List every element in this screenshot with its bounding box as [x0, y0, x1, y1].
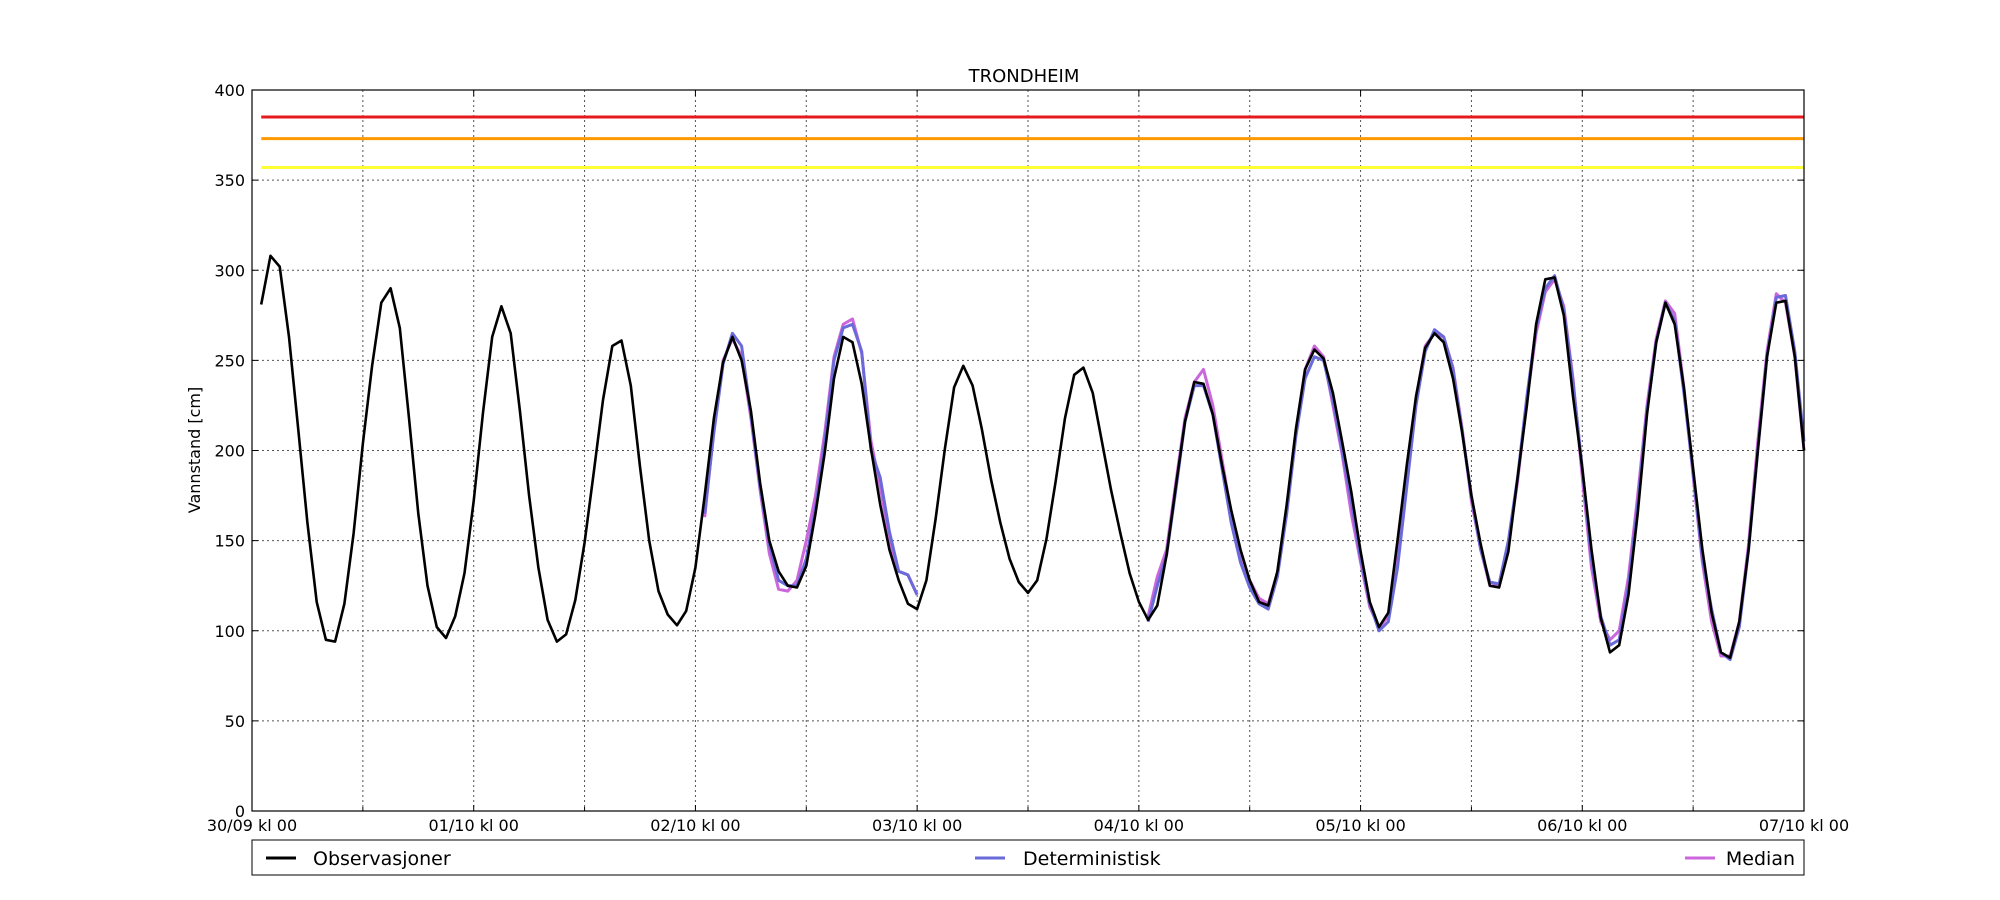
grid: [252, 90, 1804, 811]
x-axis: 30/09 kl 00 01/10 kl 00 02/10 kl 00 03/10 k…: [207, 90, 1849, 835]
x-tick-label-7: 07/10 kl 00: [1759, 816, 1849, 835]
legend-label-2: Median: [1726, 848, 1795, 870]
legend-label-1: Deterministisk: [1023, 848, 1161, 870]
y-tick-label-6: 300: [214, 261, 245, 280]
x-tick-label-5: 05/10 kl 00: [1315, 816, 1405, 835]
threshold-lines: [261, 115, 1804, 170]
series-line-observasjoner: [259, 254, 1806, 660]
y-tick-label-2: 100: [214, 622, 245, 641]
series-group: [259, 254, 1806, 662]
x-tick-label-6: 06/10 kl 00: [1537, 816, 1627, 835]
y-tick-label-1: 50: [225, 712, 245, 731]
x-tick-label-3: 03/10 kl 00: [872, 816, 962, 835]
y-axis: 0 50 100 150 200 250 300 350 400: [214, 81, 1804, 821]
y-tick-label-4: 200: [214, 442, 245, 461]
x-tick-label-1: 01/10 kl 00: [429, 816, 519, 835]
legend-frame: [251, 839, 1805, 876]
legend-label-0: Observasjoner: [313, 848, 451, 870]
y-tick-label-5: 250: [214, 351, 245, 370]
series-line-median: [703, 277, 1806, 658]
y-tick-label-3: 150: [214, 532, 245, 551]
legend: Observasjoner Deterministisk Median: [251, 839, 1805, 876]
y-tick-label-8: 400: [214, 81, 245, 100]
x-tick-label-4: 04/10 kl 00: [1094, 816, 1184, 835]
x-tick-label-0: 30/09 kl 00: [207, 816, 297, 835]
x-tick-label-2: 02/10 kl 00: [650, 816, 740, 835]
chart-title: TRONDHEIM: [968, 66, 1080, 87]
y-axis-label: Vannstand [cm]: [185, 387, 204, 513]
y-tick-label-0: 0: [235, 802, 245, 821]
y-tick-label-7: 350: [214, 171, 245, 190]
